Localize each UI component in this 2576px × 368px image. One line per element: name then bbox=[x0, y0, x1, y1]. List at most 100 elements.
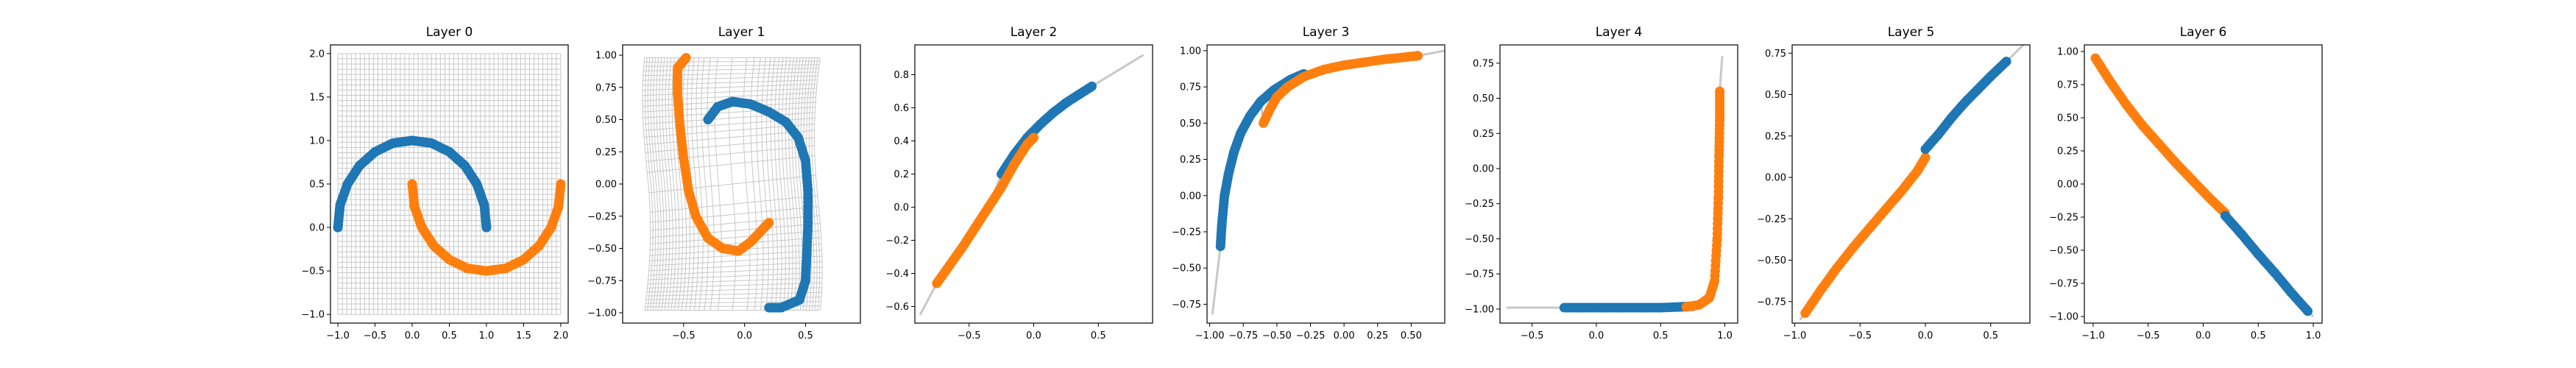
y-tick-label: 0.50 bbox=[595, 115, 617, 126]
y-tick-label: 2.0 bbox=[309, 49, 325, 60]
plot-area bbox=[2090, 53, 2315, 318]
y-tick-label: 0.5 bbox=[309, 180, 325, 191]
y-tick-label: −0.25 bbox=[2049, 213, 2078, 224]
series-0 bbox=[333, 135, 492, 233]
chart-title: Layer 2 bbox=[1011, 25, 1058, 40]
data-point bbox=[1413, 51, 1423, 61]
y-tick-label: 0.75 bbox=[1180, 82, 1201, 93]
y-tick-label: 0.00 bbox=[1765, 173, 1786, 184]
y-tick-label: −0.50 bbox=[1757, 255, 1786, 266]
y-tick-label: 0.50 bbox=[1473, 93, 1494, 105]
data-point bbox=[556, 179, 566, 189]
y-tick-label: −0.25 bbox=[1172, 227, 1201, 238]
x-tick-label: −0.50 bbox=[1262, 330, 1292, 342]
x-tick-label: 0.0 bbox=[1589, 330, 1604, 342]
y-tick-label: 0.00 bbox=[1473, 164, 1494, 175]
series-0 bbox=[2090, 53, 2230, 219]
y-tick-label: 0.75 bbox=[1765, 49, 1786, 60]
y-tick-label: −1.0 bbox=[301, 310, 325, 321]
x-tick-label: 1.0 bbox=[1717, 330, 1733, 342]
x-tick-label: −1.0 bbox=[1783, 330, 1807, 342]
plot-area bbox=[1506, 56, 1725, 313]
y-tick-label: 0.8 bbox=[894, 70, 909, 81]
y-tick-label: 1.0 bbox=[309, 135, 325, 146]
x-tick-label: −1.0 bbox=[326, 330, 350, 342]
panel-layer-4: Layer 4 −0.5 0.0 0.5 1.0 −1.00 −0.75 −0.50 −0.25… bbox=[1465, 25, 1738, 342]
series-0 bbox=[1800, 152, 1931, 318]
y-tick-label: −0.50 bbox=[1465, 234, 1494, 245]
y-tick-label: 0.25 bbox=[2057, 146, 2078, 158]
panel-layer-0: Layer 0 −1.0 −0.5 0.0 0.5 1.0 1.5 2.0 −1.0 −0.5 0.… bbox=[301, 25, 569, 342]
plot-area bbox=[1211, 49, 1445, 315]
y-tick-label: 0.4 bbox=[894, 136, 909, 147]
x-tick-label: 1.0 bbox=[479, 330, 495, 342]
series-0 bbox=[1559, 301, 1698, 313]
data-point bbox=[764, 218, 774, 227]
y-tick-label: 0.50 bbox=[2057, 113, 2078, 124]
series-1 bbox=[1681, 86, 1725, 312]
grid-mesh bbox=[919, 54, 1144, 316]
x-tick-label: 0.0 bbox=[405, 330, 420, 342]
plot-area bbox=[919, 54, 1144, 316]
x-tick-label: 0.5 bbox=[1091, 330, 1106, 342]
x-tick-label: 0.5 bbox=[798, 330, 813, 342]
y-tick-label: 0.75 bbox=[2057, 80, 2078, 91]
y-tick-label: −0.6 bbox=[885, 302, 909, 313]
panel-layer-6: Layer 6 −1.0 −0.5 0.0 0.5 1.0 −1.00 −0.75 −0.50 −… bbox=[2049, 25, 2323, 342]
series-1 bbox=[1259, 51, 1423, 128]
data-point bbox=[2303, 306, 2313, 316]
y-tick-label: 1.00 bbox=[2057, 47, 2078, 58]
data-point bbox=[1920, 152, 1931, 163]
plot-area bbox=[1799, 45, 2025, 321]
y-tick-label: 0.25 bbox=[1765, 131, 1786, 142]
x-tick-label: −0.5 bbox=[1848, 330, 1872, 342]
x-tick-label: 0.0 bbox=[737, 330, 752, 342]
x-tick-label: 0.25 bbox=[1367, 330, 1388, 342]
y-tick-label: 1.5 bbox=[309, 92, 325, 103]
y-tick-label: 1.00 bbox=[1180, 46, 1201, 57]
y-tick-label: −0.2 bbox=[885, 236, 909, 247]
x-tick-label: −0.75 bbox=[1228, 330, 1258, 342]
data-point bbox=[764, 302, 774, 313]
y-tick-label: 0.50 bbox=[1765, 90, 1786, 101]
x-tick-label: 1.0 bbox=[2306, 330, 2321, 342]
y-tick-label: −0.75 bbox=[1465, 269, 1494, 280]
chart-title: Layer 0 bbox=[426, 25, 473, 40]
y-tick-label: −0.25 bbox=[1757, 214, 1786, 225]
series-1 bbox=[673, 53, 774, 256]
grid-mesh bbox=[1211, 49, 1445, 315]
series-1 bbox=[1920, 57, 2011, 155]
plot-area bbox=[642, 53, 823, 313]
plot-area bbox=[333, 53, 566, 315]
series-1 bbox=[407, 179, 566, 276]
x-tick-label: −0.25 bbox=[1296, 330, 1326, 342]
y-tick-label: −1.00 bbox=[587, 308, 617, 319]
chart-title: Layer 6 bbox=[2180, 25, 2227, 40]
axes-frame bbox=[1206, 44, 1446, 324]
x-tick-label: 0.0 bbox=[1026, 330, 1041, 342]
x-tick-label: −1.00 bbox=[1195, 330, 1225, 342]
grid-mesh bbox=[1506, 56, 1724, 309]
y-tick-label: −0.50 bbox=[2049, 246, 2078, 257]
chart-title: Layer 3 bbox=[1303, 25, 1350, 40]
y-tick-label: 0.0 bbox=[894, 202, 909, 213]
x-tick-label: −0.5 bbox=[958, 330, 981, 342]
y-tick-label: −0.50 bbox=[587, 244, 617, 255]
axes-frame bbox=[1791, 44, 2031, 324]
y-tick-label: 1.00 bbox=[595, 51, 617, 62]
x-tick-label: 2.0 bbox=[553, 330, 569, 342]
y-tick-label: −0.25 bbox=[1465, 199, 1494, 210]
x-tick-label: 0.5 bbox=[2251, 330, 2266, 342]
data-point bbox=[481, 222, 492, 233]
chart-title: Layer 4 bbox=[1596, 25, 1643, 40]
y-tick-label: −0.75 bbox=[1757, 297, 1786, 308]
data-point bbox=[1715, 86, 1725, 96]
x-tick-label: −0.5 bbox=[2137, 330, 2160, 342]
y-tick-label: 0.00 bbox=[2057, 180, 2078, 191]
x-tick-label: 0.5 bbox=[1983, 330, 1998, 342]
y-tick-label: −0.75 bbox=[1172, 300, 1201, 311]
x-tick-label: −0.5 bbox=[672, 330, 696, 342]
series-1 bbox=[2220, 210, 2313, 316]
series-1 bbox=[932, 132, 1038, 289]
